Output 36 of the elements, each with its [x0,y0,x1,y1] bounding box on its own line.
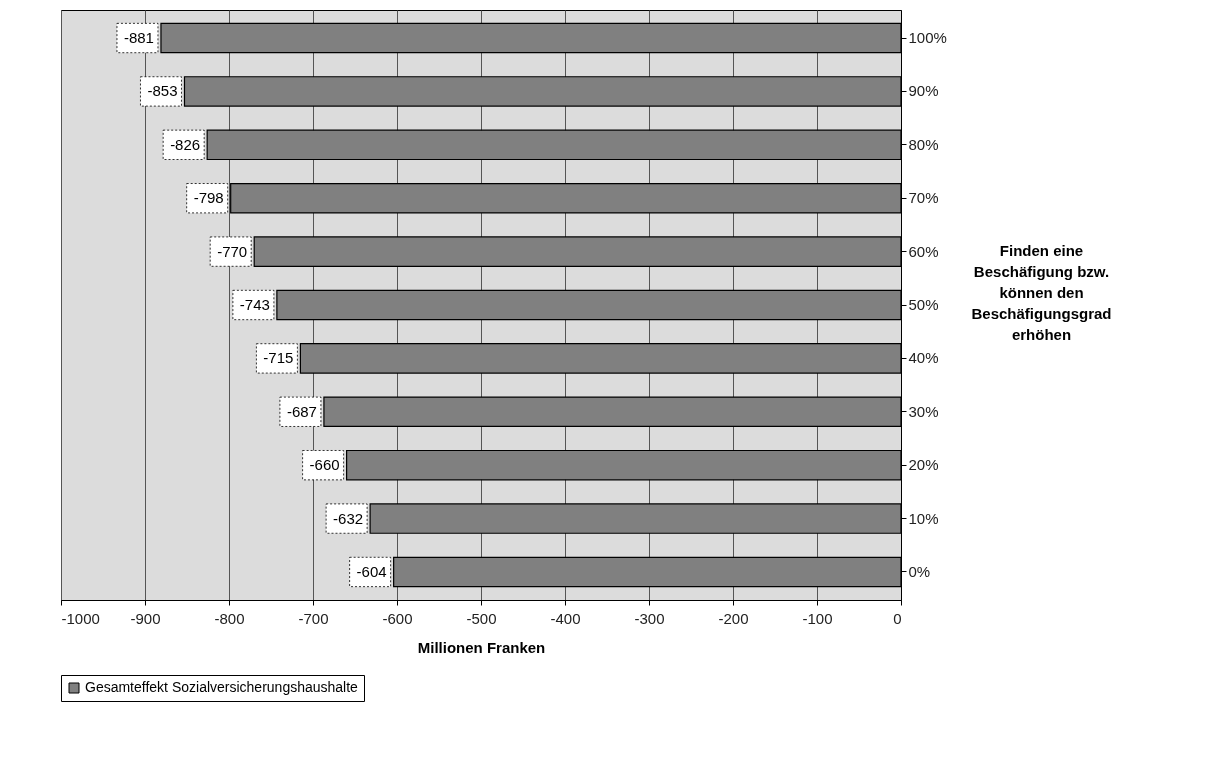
data-label: -770 [217,242,248,260]
y-tick-label: 40% [908,349,939,367]
x-tick-label: -100 [802,609,833,627]
data-label: -881 [123,29,154,47]
y-tick-label: 60% [908,242,939,260]
x-tick-label: 0 [893,609,902,627]
x-tick-label: -900 [130,609,161,627]
y-axis-title: Finden eine Beschäfigung bzw. können den Beschäfigungsgrad erhöhen [971,241,1112,343]
data-label: -632 [333,509,364,527]
x-tick-label: -400 [550,609,581,627]
data-label: -743 [239,296,270,313]
data-label: -687 [286,402,317,420]
y-tick-label: 70% [908,189,939,207]
legend-label: Gesamteffekt Sozialversicherungshaushalte [85,679,359,695]
data-label: -826 [170,135,201,153]
y-tick-label: 0% [908,562,931,580]
data-label: -853 [147,82,178,100]
data-label: -798 [193,189,224,207]
x-axis-title: Millionen Franken [417,638,546,656]
data-label: -604 [356,562,387,580]
y-tick-label: 10% [908,509,939,527]
data-label: -715 [263,349,294,367]
y-tick-label: 20% [908,456,939,474]
data-label: -660 [309,456,340,474]
x-tick-label: -500 [466,609,497,627]
x-tick-label: -700 [298,609,329,627]
y-tick-label: 50% [908,296,939,313]
x-tick-label: -200 [718,609,749,627]
y-tick-label: 100% [908,29,947,47]
y-tick-label: 90% [908,82,939,100]
x-tick-label: -800 [214,609,245,627]
x-tick-label: -300 [634,609,665,627]
x-tick-label: -600 [382,609,413,627]
x-tick-label: -1000 [61,609,100,627]
y-tick-label: 30% [908,402,939,420]
y-tick-label: 80% [908,135,939,153]
